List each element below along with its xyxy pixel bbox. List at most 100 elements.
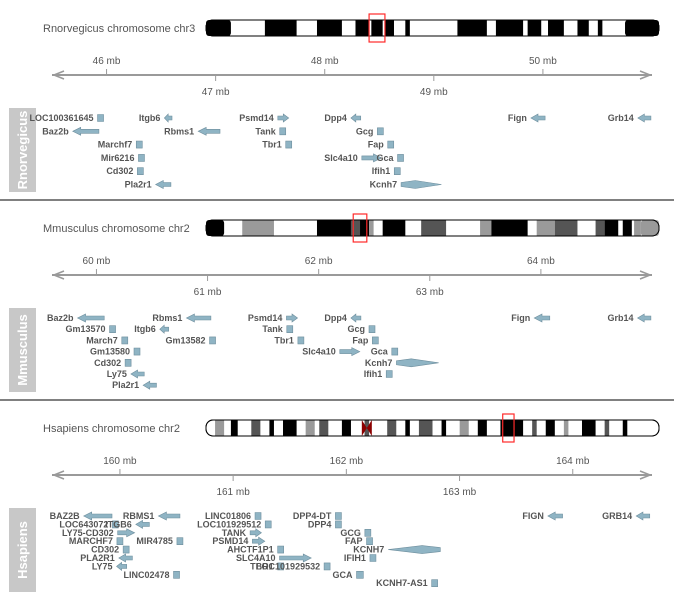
axis-tick-label: 48 mb	[311, 56, 339, 67]
axis-tick-label: 60 mb	[83, 256, 111, 267]
ideogram-border	[205, 19, 660, 37]
gene-glyph	[339, 347, 361, 357]
ideogram-band	[640, 220, 659, 236]
axis-tick-label: 161 mb	[216, 487, 250, 498]
gene-glyph	[117, 528, 136, 538]
gene-track: BAZ2BLOC643072LY75-CD302MARCHF7CD302PLA2…	[50, 511, 651, 588]
axis-tick-label: 50 mb	[529, 56, 557, 67]
gene-glyph	[163, 113, 173, 123]
gene-label: Cd302	[106, 166, 133, 176]
gene-label: Ifih1	[364, 369, 383, 379]
organism-label: Mmusculus	[15, 314, 30, 386]
gene-glyph	[297, 336, 305, 345]
gene-glyph	[83, 511, 113, 521]
ideogram-band	[369, 220, 374, 236]
gene-label: IFIH1	[344, 553, 366, 563]
chromosome-ideogram	[205, 413, 660, 443]
ideogram-band	[495, 20, 524, 36]
ideogram-band	[536, 220, 555, 236]
ideogram-band	[480, 220, 492, 236]
gene-glyph	[135, 140, 143, 149]
gene-label: PLA2R1	[80, 553, 115, 563]
ideogram-band	[206, 220, 225, 236]
gene-glyph	[393, 167, 401, 175]
ideogram-band	[405, 20, 410, 36]
ideogram-band	[532, 420, 537, 436]
ideogram-band	[206, 20, 231, 36]
axis-arrow-right	[639, 70, 651, 80]
ideogram-band	[527, 20, 542, 36]
ideogram-band	[283, 420, 297, 436]
gene-label: CD302	[91, 545, 119, 555]
organism-label: Rnorvegicus	[15, 111, 30, 190]
axis-tick-label: 61 mb	[194, 287, 222, 298]
gene-label: Tank	[262, 324, 283, 334]
gene-glyph	[109, 325, 116, 333]
axis-arrow-right	[639, 470, 651, 480]
gene-glyph	[118, 553, 133, 563]
centromere-mark	[361, 420, 372, 436]
gene-label: BAZ2B	[50, 511, 81, 521]
axis-tick-label: 62 mb	[305, 256, 333, 267]
gene-label: Gca	[377, 153, 395, 163]
ideogram-title: Rnorvegicus chromosome chr3	[43, 23, 195, 35]
ideogram-title: Hsapiens chromosome chr2	[43, 423, 180, 435]
organism-label: Hsapiens	[15, 521, 30, 579]
gene-label: DPP4	[308, 519, 332, 529]
gene-glyph	[335, 520, 342, 529]
ideogram-band	[316, 220, 351, 236]
gene-glyph	[350, 313, 362, 323]
gene-label: Grb14	[608, 113, 634, 123]
gene-glyph	[396, 358, 439, 368]
gene-label: MIR4785	[136, 536, 173, 546]
gene-glyph	[138, 154, 145, 162]
ideogram-band	[563, 420, 569, 436]
gene-glyph	[368, 325, 376, 333]
axis-tick-label: 46 mb	[93, 56, 121, 67]
ideogram-band	[634, 220, 641, 236]
gene-label: Fap	[352, 335, 369, 345]
gene-glyph	[121, 336, 129, 345]
gene-label: GCA	[333, 570, 354, 580]
ideogram-band	[491, 220, 528, 236]
gene-label: Slc4a10	[324, 153, 358, 163]
gene-glyph	[157, 511, 181, 521]
gene-label: Gm13570	[66, 324, 106, 334]
ideogram-band	[548, 20, 564, 36]
ideogram-title: Mmusculus chromosome chr2	[43, 223, 190, 235]
gene-glyph	[264, 520, 272, 529]
gene-glyph	[530, 113, 546, 123]
gene-label: KCNH7-AS1	[376, 578, 428, 588]
ideogram-band	[384, 20, 394, 36]
ideogram-band	[382, 220, 406, 236]
gene-label: Rbms1	[164, 126, 194, 136]
track-panel-rnorvegicus: Rnorvegicus chromosome chr3 46 mb 48 mb 50 …	[9, 13, 660, 192]
gene-glyph	[185, 313, 212, 323]
gene-label: Baz2b	[47, 313, 74, 323]
ideogram-band	[595, 220, 605, 236]
gene-glyph	[173, 571, 180, 579]
gene-label: SLC4A10	[236, 553, 276, 563]
gene-label: Pla2r1	[112, 380, 139, 390]
ideogram-band	[230, 420, 238, 436]
gene-label: Fign	[508, 113, 527, 123]
gene-label: TANK	[222, 528, 247, 538]
axis-tick-label: 160 mb	[103, 456, 137, 467]
gene-glyph	[97, 114, 104, 122]
region-highlight	[502, 413, 515, 443]
gene-label: RBMS1	[123, 511, 155, 521]
ideogram-band	[305, 420, 315, 436]
gene-label: Psmd14	[248, 313, 283, 323]
ideogram-band	[264, 20, 297, 36]
gene-glyph	[254, 512, 262, 520]
track-panel-hsapiens: Hsapiens chromosome chr2 160 mb 162 mb 164 …	[9, 413, 660, 592]
organism-sidebar	[9, 308, 36, 392]
gene-glyph	[176, 537, 184, 545]
gene-glyph	[635, 511, 651, 521]
ideogram-band	[242, 220, 274, 236]
ideogram-band	[371, 20, 383, 36]
gene-glyph	[249, 528, 262, 538]
gene-label: Rbms1	[152, 313, 182, 323]
